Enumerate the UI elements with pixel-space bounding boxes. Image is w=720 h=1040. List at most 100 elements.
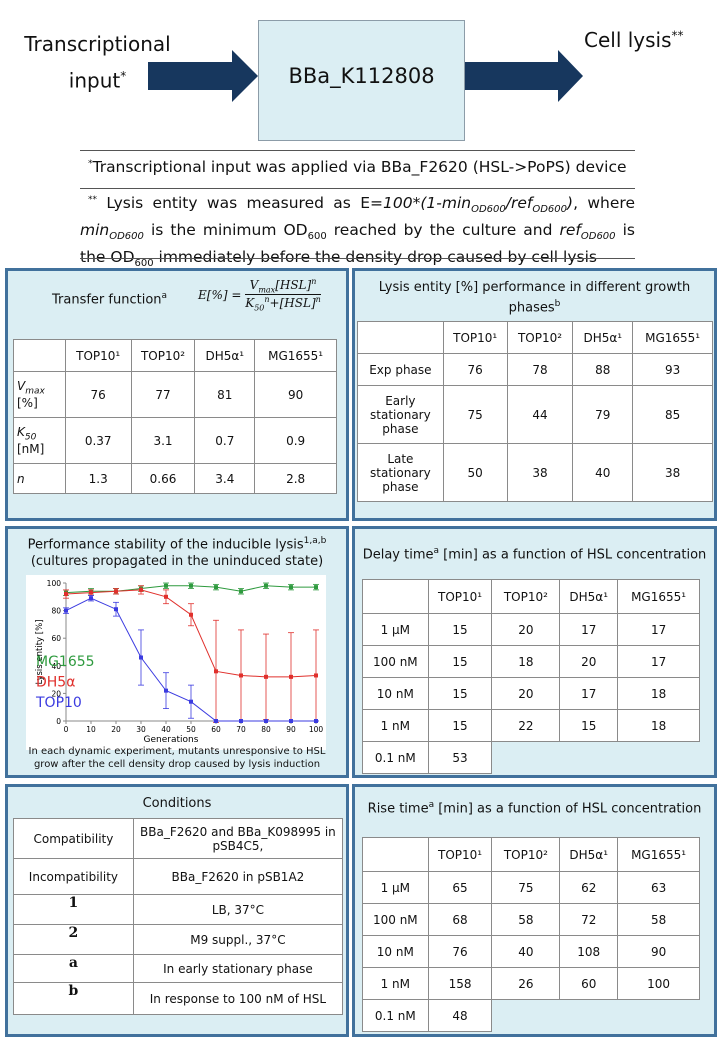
value-cell: 58 [617,903,700,936]
legend-label: DH5α [36,675,75,691]
table-row: K50 [nM] 0.37 3.1 0.7 0.9 [13,417,337,464]
data-point [89,590,93,595]
label-sub: 50 [24,432,37,443]
data-point [64,592,68,597]
fraction: Vmax[HSL]n K50n+[HSL]n [245,277,321,313]
value-cell: 53 [427,741,493,774]
corner-cell [357,321,444,354]
value-cell: 90 [617,935,700,968]
label-symbol: n [17,471,25,486]
condition-value: LB, 37°C [132,894,344,925]
label-unit: [%] [17,396,38,411]
note-segment: 600 [134,258,154,270]
value-cell: 26 [491,967,561,1000]
data-point [114,607,118,612]
y-tick-label: 60 [51,634,61,643]
title-text: Performance stability of the inducible l… [27,537,304,553]
delay-time-panel: Delay timea [min] as a function of HSL c… [352,526,717,778]
data-point [214,585,218,590]
condition-value: In early stationary phase [132,954,344,983]
condition-key: Compatibility [13,818,134,859]
value-cell: 17 [559,613,619,646]
formula-part: V [249,278,259,292]
table-row: Exp phase 76 78 88 93 [357,353,713,386]
x-tick-label: 20 [111,725,121,734]
condition-value: In response to 100 nM of HSL [132,982,344,1015]
data-point [164,688,168,693]
value-cell: 72 [559,903,619,936]
table-row: 100 nM 68 58 72 58 [362,903,700,936]
header-row: TOP10¹ TOP10² DH5α¹ MG1655¹ [362,579,700,614]
table-row: 1 µM 65 75 62 63 [362,871,700,904]
y-tick-label: 100 [47,579,62,588]
formula-part: K [245,296,255,311]
row-label: Early stationary phase [357,385,444,444]
corner-cell [362,579,429,614]
data-point [64,608,68,613]
title-marker: a [433,546,440,556]
output-label: Cell lysis** [584,28,684,52]
rule [80,188,635,189]
table-row: 0.1 nM 48 [362,999,700,1032]
note-segment: /ref [505,194,533,213]
value-cell: 62 [559,871,619,904]
row-label: K50 [nM] [13,417,66,464]
value-cell: 20 [559,645,619,678]
data-point [239,673,243,678]
column-header: MG1655¹ [632,321,713,354]
data-point [164,583,168,588]
data-point [239,589,243,594]
value-cell: 20 [491,677,561,710]
panel-title: Performance stability of the inducible l… [8,533,346,570]
blank-cell [559,741,618,774]
formula-lhs: E[%] = [198,287,242,302]
blank-cell [491,999,560,1032]
value-cell: 48 [427,999,493,1032]
panel-title: Transfer functiona [52,291,167,307]
data-point [264,674,268,679]
label-text: 0.1 nM [374,1008,416,1023]
label-text: 100 nM [372,912,418,927]
value-cell: 100 [617,967,700,1000]
title-marker: b [554,299,561,309]
table-row: Late stationary phase 50 38 40 38 [357,443,713,502]
column-header: TOP10² [491,579,561,614]
x-tick-label: 0 [64,725,69,734]
label-symbol: K [17,424,25,439]
y-tick-label: 20 [51,689,61,698]
value-cell: 17 [559,677,619,710]
data-point [189,612,193,617]
value-cell: 65 [427,871,493,904]
panel-title: Lysis entity [%] performance in differen… [355,279,714,316]
data-point [264,583,268,588]
value-cell: 0.7 [194,417,256,464]
data-table: TOP10¹ TOP10² DH5α¹ MG1655¹ Vmax [%] 76 77 81 90 K… [13,339,337,494]
legend-label: TOP10 [35,695,82,711]
table-row: 1 nM 158 26 60 100 [362,967,700,1000]
column-header: DH5α¹ [194,339,256,372]
formula-part: n [264,295,270,305]
value-cell: 44 [506,385,574,444]
table-row: b In response to 100 nM of HSL [13,982,344,1015]
value-cell: 17 [617,613,700,646]
value-cell: 17 [617,645,700,678]
value-cell: 75 [491,871,561,904]
x-tick-label: 60 [211,725,221,734]
value-cell: 79 [572,385,634,444]
note-segment: reached by the culture and [326,221,560,240]
data-point [189,699,193,704]
value-cell: 18 [617,709,700,742]
row-label: 0.1 nM [362,741,429,774]
value-cell: 58 [491,903,561,936]
note-segment: min [80,221,110,240]
formula-part: 50 [254,303,265,313]
condition-key: a [13,954,134,983]
legend-label: MG1655 [36,654,95,670]
data-point [214,669,218,674]
value-cell: 68 [427,903,493,936]
output-arrow [465,50,583,102]
formula-part: max [258,285,276,295]
panel-title: Rise timea [min] as a function of HSL co… [355,797,714,817]
title-text: [min] as a function of HSL concentration [439,547,707,563]
value-cell: 93 [632,353,713,386]
